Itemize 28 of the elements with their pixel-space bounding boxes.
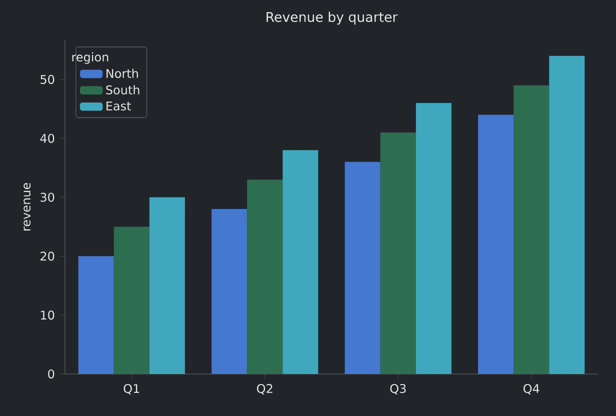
bar bbox=[416, 103, 452, 374]
x-tick-label: Q2 bbox=[257, 384, 272, 394]
bar bbox=[478, 114, 514, 374]
x-tick-label: Q1 bbox=[124, 384, 140, 394]
bar bbox=[149, 197, 185, 374]
legend-title: region bbox=[72, 52, 108, 64]
bar bbox=[114, 226, 150, 374]
bar bbox=[380, 132, 416, 374]
bar bbox=[212, 209, 248, 374]
bar bbox=[282, 150, 318, 374]
bar bbox=[549, 56, 585, 374]
bar bbox=[78, 256, 114, 374]
y-tick-label: 40 bbox=[40, 134, 54, 143]
y-tick-label: 30 bbox=[40, 192, 54, 202]
bar bbox=[247, 180, 283, 374]
y-tick-label: 50 bbox=[40, 74, 54, 84]
legend-label: South bbox=[106, 85, 140, 94]
x-tick-label: Q3 bbox=[390, 384, 406, 394]
bar bbox=[344, 162, 380, 374]
legend-label: North bbox=[106, 68, 138, 78]
chart-title: Revenue by quarter bbox=[266, 12, 398, 25]
y-tick-label: 10 bbox=[41, 310, 54, 320]
y-axis-title: revenue bbox=[24, 183, 31, 230]
x-tick-label: Q4 bbox=[524, 384, 540, 394]
bar bbox=[514, 85, 550, 374]
y-tick-label: 20 bbox=[40, 252, 54, 261]
y-tick-label: 0 bbox=[48, 369, 54, 379]
legend-label: East bbox=[106, 102, 131, 111]
